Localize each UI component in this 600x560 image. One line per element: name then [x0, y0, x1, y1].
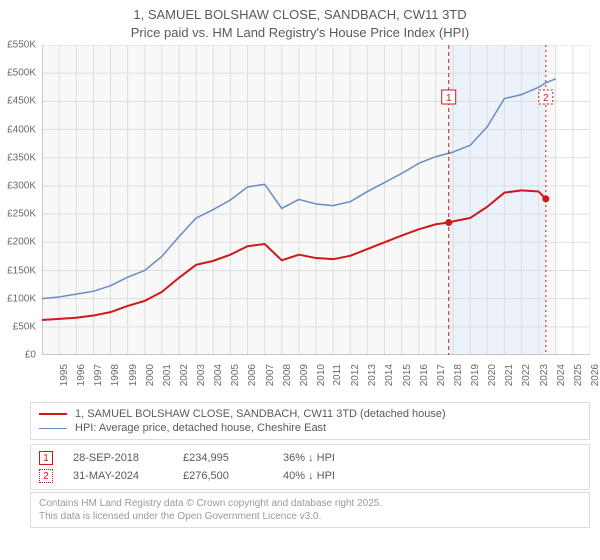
transaction-date: 31-MAY-2024 — [73, 470, 163, 482]
x-label: 2021 — [504, 364, 515, 386]
transaction-marker-icon: 1 — [39, 451, 53, 465]
y-label: £0 — [25, 350, 36, 361]
y-label: £200K — [7, 237, 36, 248]
y-label: £450K — [7, 96, 36, 107]
legend-label: 1, SAMUEL BOLSHAW CLOSE, SANDBACH, CW11 … — [75, 408, 446, 420]
legend-row: HPI: Average price, detached house, Ches… — [39, 421, 581, 435]
x-label: 2018 — [453, 364, 464, 386]
x-label: 2013 — [367, 364, 378, 386]
transaction-price: £276,500 — [183, 470, 263, 482]
y-label: £150K — [7, 265, 36, 276]
x-label: 2024 — [555, 364, 566, 386]
x-label: 2008 — [281, 364, 292, 386]
x-label: 1996 — [76, 364, 87, 386]
x-label: 2015 — [401, 364, 412, 386]
x-label: 1997 — [93, 364, 104, 386]
footer-line-2: This data is licensed under the Open Gov… — [39, 510, 581, 523]
x-label: 2003 — [196, 364, 207, 386]
y-axis-labels: £0£50K£100K£150K£200K£250K£300K£350K£400… — [0, 45, 40, 355]
transaction-date: 28-SEP-2018 — [73, 452, 163, 464]
transaction-pct: 40% ↓ HPI — [283, 470, 403, 482]
transaction-marker-icon: 2 — [39, 469, 53, 483]
title-line-2: Price paid vs. HM Land Registry's House … — [0, 24, 600, 42]
footer-line-1: Contains HM Land Registry data © Crown c… — [39, 497, 581, 510]
x-label: 2017 — [436, 364, 447, 386]
x-label: 2002 — [179, 364, 190, 386]
y-label: £250K — [7, 209, 36, 220]
y-label: £550K — [7, 40, 36, 51]
tx-marker-1: 1 — [442, 90, 456, 104]
legend-swatch — [39, 428, 67, 429]
tx-dot-2 — [542, 195, 549, 202]
transactions-table: 1 28-SEP-2018 £234,995 36% ↓ HPI 2 31-MAY-202… — [30, 444, 590, 490]
svg-text:1: 1 — [446, 93, 452, 104]
chart-svg: 12 — [42, 45, 590, 355]
tx-dot-1 — [445, 219, 452, 226]
title-line-1: 1, SAMUEL BOLSHAW CLOSE, SANDBACH, CW11 … — [0, 6, 600, 24]
footer: Contains HM Land Registry data © Crown c… — [30, 492, 590, 528]
price-chart: £0£50K£100K£150K£200K£250K£300K£350K£400… — [42, 45, 590, 396]
x-label: 2006 — [247, 364, 258, 386]
legend-label: HPI: Average price, detached house, Ches… — [75, 422, 326, 434]
x-label: 1998 — [110, 364, 121, 386]
x-label: 2011 — [332, 364, 343, 386]
y-label: £400K — [7, 124, 36, 135]
x-label: 2016 — [418, 364, 429, 386]
x-label: 2010 — [316, 364, 327, 386]
transaction-price: £234,995 — [183, 452, 263, 464]
x-label: 2007 — [264, 364, 275, 386]
x-label: 1999 — [127, 364, 138, 386]
x-axis-labels: 1995 1996 1997 1998 1999 2000 2001 2002 2003 2004… — [42, 360, 590, 396]
x-label: 2022 — [521, 364, 532, 386]
x-label: 2012 — [350, 364, 361, 386]
x-label: 2000 — [144, 364, 155, 386]
tx-marker-2: 2 — [539, 90, 553, 104]
transaction-row: 1 28-SEP-2018 £234,995 36% ↓ HPI — [39, 449, 581, 467]
y-label: £50K — [13, 321, 36, 332]
x-label: 2020 — [487, 364, 498, 386]
x-label: 2025 — [573, 364, 584, 386]
x-label: 2001 — [162, 364, 173, 386]
svg-text:2: 2 — [543, 93, 549, 104]
x-label: 2004 — [213, 364, 224, 386]
y-label: £500K — [7, 68, 36, 79]
x-label: 1995 — [59, 364, 70, 386]
transaction-pct: 36% ↓ HPI — [283, 452, 403, 464]
x-label: 2014 — [384, 364, 395, 386]
legend-swatch — [39, 413, 67, 415]
chart-title: 1, SAMUEL BOLSHAW CLOSE, SANDBACH, CW11 … — [0, 0, 600, 41]
y-label: £350K — [7, 152, 36, 163]
y-label: £100K — [7, 293, 36, 304]
legend: 1, SAMUEL BOLSHAW CLOSE, SANDBACH, CW11 … — [30, 402, 590, 440]
x-label: 2019 — [470, 364, 481, 386]
x-label: 2009 — [299, 364, 310, 386]
x-label: 2026 — [590, 364, 600, 386]
legend-row: 1, SAMUEL BOLSHAW CLOSE, SANDBACH, CW11 … — [39, 407, 581, 421]
y-label: £300K — [7, 181, 36, 192]
transaction-row: 2 31-MAY-2024 £276,500 40% ↓ HPI — [39, 467, 581, 485]
x-label: 2023 — [538, 364, 549, 386]
x-label: 2005 — [230, 364, 241, 386]
